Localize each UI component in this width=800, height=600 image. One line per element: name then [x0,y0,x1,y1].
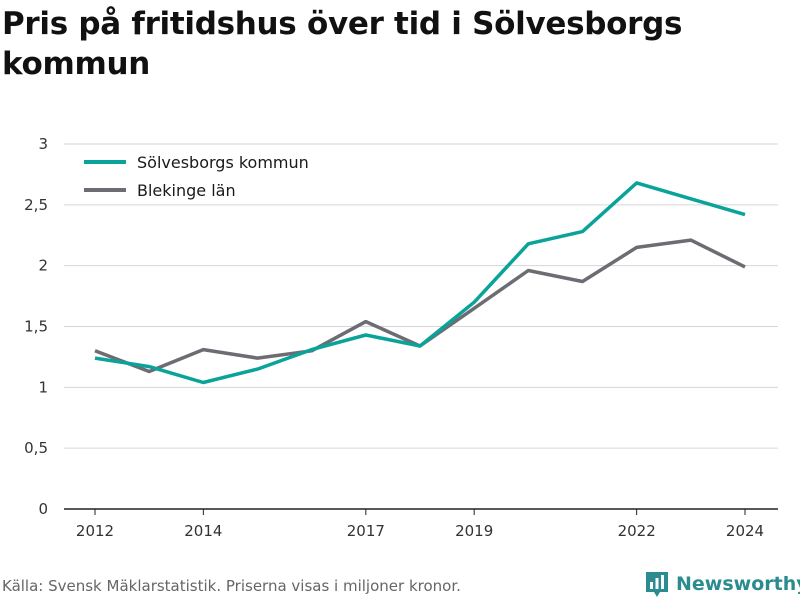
legend-label: Blekinge län [137,181,236,200]
y-tick-label: 2,5 [24,196,48,214]
x-tick-label: 2012 [76,522,114,540]
series-lines [94,181,746,385]
series-line [94,181,746,385]
y-tick-label: 0 [38,500,48,518]
y-axis-ticks: 0 0,5 1 1,5 2 2,5 3 [24,135,48,518]
legend-label: Sölvesborgs kommun [137,153,309,172]
y-tick-label: 3 [38,135,48,153]
x-tick-label: 2019 [455,522,493,540]
series-line [94,238,746,374]
x-tick-label: 2017 [347,522,385,540]
source-note: Källa: Svensk Mäklarstatistik. Priserna … [2,577,461,595]
x-axis-ticks: 2012 2014 2017 2019 2022 2024 [76,509,764,540]
legend-background [74,146,336,204]
brand-name: Newsworthy [676,573,800,595]
legend: Sölvesborgs kommun Blekinge län [74,146,336,204]
brand-logo: Newsworthy [644,570,800,598]
y-tick-label: 1 [38,378,48,396]
y-tick-label: 2 [38,257,48,275]
x-tick-label: 2022 [618,522,656,540]
x-tick-label: 2014 [184,522,222,540]
x-tick-label: 2024 [726,522,764,540]
gridlines [64,143,778,449]
bar-chart-logo-icon [646,572,668,597]
y-tick-label: 1,5 [24,318,48,336]
y-tick-label: 0,5 [24,439,48,457]
chart-title: Pris på fritidshus över tid i Sölvesborg… [2,6,683,82]
